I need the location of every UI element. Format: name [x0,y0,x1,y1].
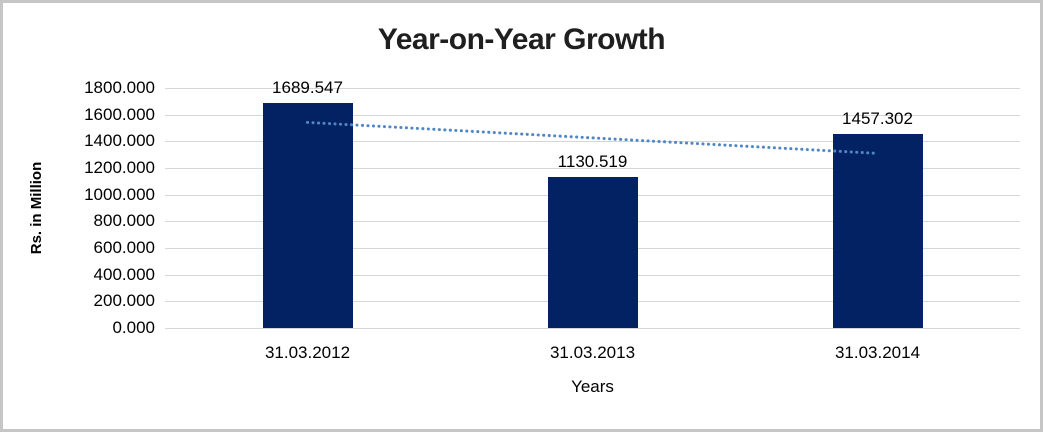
y-tick-label: 800.000 [93,211,155,231]
y-tick-label: 1600.000 [84,104,155,124]
y-tick-label: 1800.000 [84,78,155,97]
y-tick-label: 1200.000 [84,158,155,177]
gridline [165,114,1020,116]
bar-31.03.2012 [262,102,353,328]
bar-value-label: 1130.519 [557,152,628,172]
y-tick-label: 200.000 [93,291,155,311]
x-tick-label: 31.03.2013 [549,343,636,362]
plot-area: 1689.547 1130.519 1457.302 [165,78,1020,329]
y-tick-label: 0.000 [112,318,155,337]
chart-title: Year-on-Year Growth [377,23,666,56]
x-tick-label: 31.03.2012 [264,343,351,362]
gridline [165,88,1020,89]
trendline-dotted-segment [306,120,879,155]
y-tick-label: 1000.000 [84,184,155,204]
bar-value-label: 1689.547 [272,77,343,97]
gridline [165,168,1020,169]
gridline [165,328,1020,329]
bar-31.03.2014 [832,133,923,328]
bar-value-label: 1457.302 [842,108,913,128]
bar-31.03.2013 [547,177,638,328]
y-tick-label: 400.000 [93,264,155,284]
y-tick-label: 600.000 [93,238,155,257]
x-tick-label: 31.03.2014 [834,343,921,362]
y-tick-label: 1400.000 [84,131,155,151]
x-axis-title: Years [571,377,614,396]
